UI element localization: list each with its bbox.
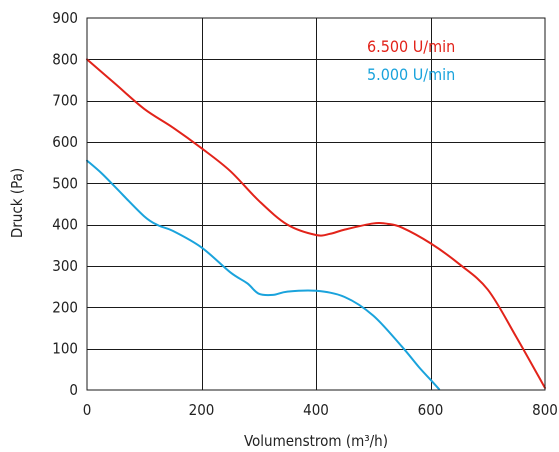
y-tick-label-300: 300	[52, 257, 78, 275]
y-tick-label-700: 700	[52, 92, 78, 110]
plot-frame	[86, 17, 546, 391]
y-tick-label-400: 400	[52, 216, 78, 234]
y-tick-label-500: 500	[52, 174, 78, 192]
x-tick-label-800: 800	[532, 401, 558, 419]
series-line-6500-rpm	[86, 58, 546, 389]
y-tick-label-100: 100	[52, 340, 78, 358]
x-axis-label: Volumenstrom (m³/h)	[244, 432, 388, 450]
x-tick-label-0: 0	[83, 401, 92, 419]
x-tick-label-600: 600	[418, 401, 444, 419]
y-tick-label-900: 900	[52, 9, 78, 27]
grid	[87, 18, 545, 390]
y-axis-label: Druck (Pa)	[8, 168, 26, 238]
series-line-5000-rpm	[86, 159, 441, 391]
tick-labels: 0 100 200 300 400 500 600 700 800 900 0 200 400 600 80…	[52, 9, 558, 419]
legend: 6.500 U/min 5.000 U/min	[367, 37, 455, 84]
y-tick-label-600: 600	[52, 133, 78, 151]
y-tick-label-800: 800	[52, 50, 78, 68]
y-tick-label-0: 0	[69, 381, 78, 399]
y-tick-label-200: 200	[52, 298, 78, 316]
series-lines	[86, 58, 546, 391]
x-tick-label-400: 400	[303, 401, 329, 419]
legend-entry-5000-rpm: 5.000 U/min	[367, 65, 455, 84]
x-tick-label-200: 200	[189, 401, 215, 419]
legend-entry-6500-rpm: 6.500 U/min	[367, 37, 455, 56]
